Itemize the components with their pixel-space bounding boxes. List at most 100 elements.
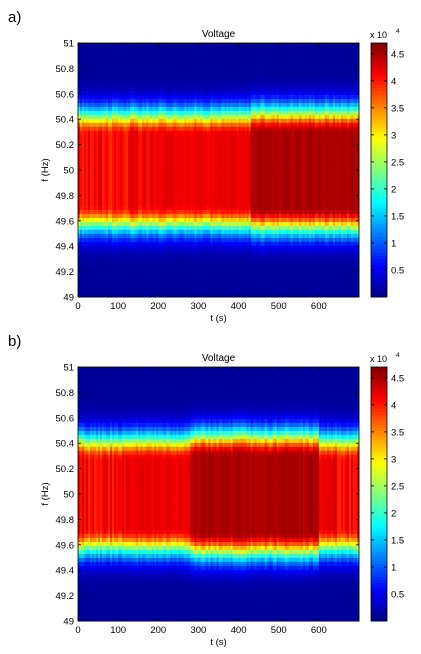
heatmap-cell [106, 102, 109, 107]
heatmap-cell [206, 261, 209, 266]
heatmap-cell [162, 74, 165, 80]
heatmap-cell [176, 221, 179, 226]
heatmap-cell [220, 237, 223, 242]
heatmap-cell [180, 43, 183, 48]
heatmap-cell [146, 237, 149, 242]
heatmap-cell [146, 142, 149, 147]
heatmap-cell [104, 130, 107, 135]
heatmap-cell [174, 253, 177, 258]
heatmap-cell [194, 43, 197, 48]
heatmap-cell [84, 281, 87, 286]
heatmap-cell [126, 177, 129, 183]
heatmap-cell [190, 70, 193, 76]
heatmap-cell [86, 90, 89, 95]
heatmap-cell [202, 106, 205, 111]
heatmap-cell [110, 177, 113, 183]
heatmap-cell [96, 170, 99, 175]
heatmap-cell [110, 285, 113, 290]
heatmap-cell [120, 205, 123, 211]
heatmap-cell [142, 257, 145, 262]
heatmap-cell [156, 249, 159, 254]
heatmap-cell [100, 82, 103, 88]
heatmap-cell [112, 277, 115, 282]
heatmap-cell [188, 114, 191, 119]
heatmap-cell [186, 86, 189, 92]
heatmap-cell [230, 233, 233, 238]
heatmap-cell [82, 193, 85, 199]
heatmap-cell [86, 154, 89, 159]
heatmap-cell [122, 193, 125, 199]
heatmap-cell [142, 130, 145, 135]
heatmap-cell [164, 293, 167, 298]
heatmap-cell [220, 154, 223, 159]
heatmap-cell [200, 273, 203, 278]
heatmap-cell [200, 70, 203, 76]
heatmap-cell [198, 122, 201, 127]
heatmap-cell [168, 265, 171, 270]
heatmap-cell [188, 277, 191, 282]
heatmap-cell [170, 201, 173, 207]
heatmap-cell [212, 43, 215, 48]
heatmap-cell [84, 241, 87, 246]
heatmap-cell [176, 110, 179, 115]
heatmap-cell [212, 181, 215, 187]
heatmap-cell [110, 142, 113, 147]
heatmap-cell [102, 62, 105, 68]
heatmap-cell [172, 154, 175, 159]
heatmap-cell [166, 173, 169, 179]
heatmap-cell [130, 82, 133, 88]
heatmap-cell [174, 122, 177, 127]
heatmap-cell [210, 189, 213, 195]
heatmap-cell [176, 197, 179, 203]
heatmap-cell [170, 106, 173, 111]
heatmap-cell [88, 134, 91, 139]
heatmap-cell [138, 114, 141, 119]
heatmap-cell [134, 233, 137, 238]
heatmap-cell [96, 74, 99, 80]
heatmap-cell [218, 209, 221, 215]
heatmap-cell [138, 58, 141, 64]
heatmap-cell [100, 229, 103, 234]
heatmap-cell [100, 134, 103, 139]
heatmap-cell [182, 265, 185, 270]
heatmap-cell [128, 229, 131, 234]
heatmap-cell [224, 98, 227, 103]
heatmap-cell [188, 170, 191, 175]
heatmap-cell [122, 106, 125, 111]
heatmap-cell [198, 110, 201, 115]
heatmap-cell [136, 102, 139, 107]
heatmap-cell [122, 43, 125, 48]
heatmap-cell [156, 66, 159, 72]
heatmap-cell [194, 205, 197, 211]
heatmap-cell [142, 185, 145, 191]
heatmap-cell [86, 185, 89, 191]
heatmap-cell [182, 293, 185, 298]
heatmap-cell [80, 185, 83, 191]
heatmap-cell [174, 197, 177, 203]
heatmap-cell [86, 146, 89, 151]
heatmap-cell [180, 58, 183, 64]
heatmap-cell [202, 86, 205, 92]
heatmap-cell [216, 58, 219, 64]
heatmap-cell [194, 98, 197, 103]
heatmap-cell [136, 166, 139, 171]
heatmap-cell [96, 102, 99, 107]
heatmap-cell [120, 173, 123, 179]
heatmap-cell [192, 122, 195, 127]
heatmap-cell [156, 102, 159, 107]
heatmap-cell [216, 154, 219, 159]
heatmap-cell [132, 221, 135, 226]
heatmap-cell [170, 229, 173, 234]
heatmap-cell [222, 102, 225, 107]
heatmap-cell [84, 261, 87, 266]
heatmap-column [178, 43, 181, 298]
heatmap-cell [80, 225, 83, 230]
heatmap-cell [78, 166, 81, 171]
heatmap-cell [228, 185, 231, 191]
heatmap-cell [116, 150, 119, 155]
heatmap-cell [144, 245, 147, 250]
heatmap-cell [172, 114, 175, 119]
heatmap-cell [188, 78, 191, 84]
heatmap-cell [190, 205, 193, 211]
heatmap-cell [182, 225, 185, 230]
